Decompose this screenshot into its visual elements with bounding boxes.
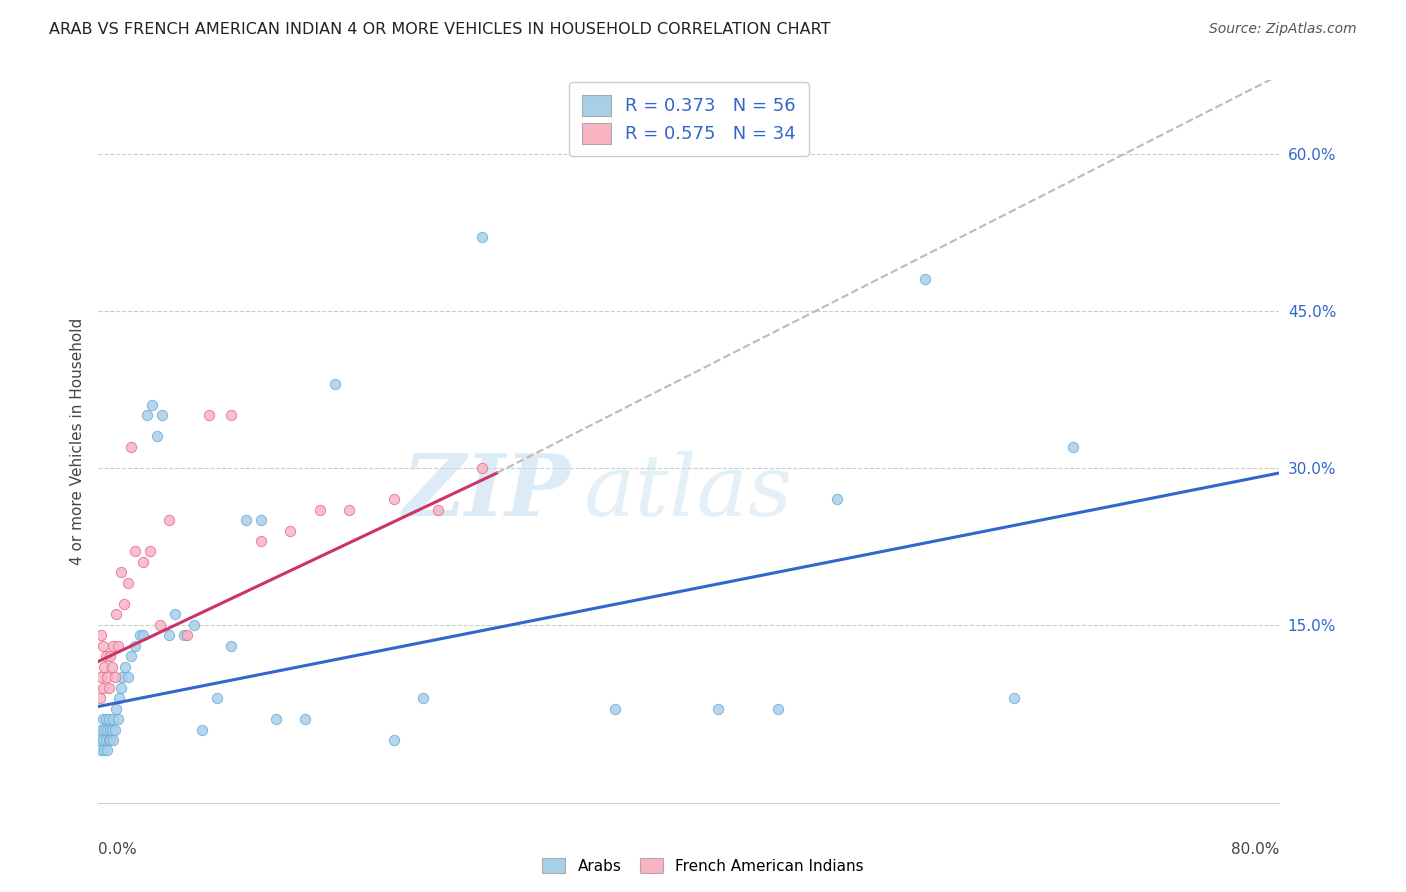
Point [114,659,136,673]
Point [1062,440,1084,454]
Point [173,628,195,642]
Point [146,429,169,443]
Point [766,701,789,715]
Point [149,617,172,632]
Point [132,628,155,642]
Point [139,544,162,558]
Point [382,733,405,747]
Point [93,723,115,737]
Point [250,534,273,549]
Point [1002,691,1025,706]
Point [132,555,155,569]
Point [91,639,114,653]
Point [111,670,134,684]
Point [94,649,117,664]
Point [471,230,494,244]
Point [105,701,128,715]
Point [97,733,120,747]
Point [96,743,118,757]
Point [105,607,128,622]
Point [120,649,142,664]
Point [382,492,405,507]
Point [108,691,131,706]
Point [91,733,114,747]
Point [183,617,205,632]
Point [427,502,450,516]
Point [110,566,132,580]
Point [103,712,125,726]
Point [150,409,173,423]
Point [157,628,180,642]
Point [221,639,243,653]
Point [264,712,287,726]
Point [124,639,146,653]
Point [100,723,122,737]
Point [471,460,494,475]
Text: ARAB VS FRENCH AMERICAN INDIAN 4 OR MORE VEHICLES IN HOUSEHOLD CORRELATION CHART: ARAB VS FRENCH AMERICAN INDIAN 4 OR MORE… [49,22,831,37]
Point [90,743,112,757]
Point [412,691,434,706]
Point [103,639,125,653]
Point [90,723,112,737]
Point [323,376,346,391]
Point [107,639,129,653]
Point [235,513,257,527]
Point [198,409,221,423]
Point [294,712,316,726]
Point [107,712,129,726]
Point [98,723,121,737]
Text: 0.0%: 0.0% [98,842,138,856]
Point [221,409,243,423]
Point [141,398,163,412]
Point [707,701,730,715]
Point [250,513,273,527]
Point [90,670,112,684]
Point [94,712,117,726]
Point [120,440,142,454]
Point [104,670,127,684]
Point [103,733,125,747]
Point [93,743,115,757]
Point [90,628,112,642]
Point [97,712,120,726]
Legend: R = 0.373   N = 56, R = 0.575   N = 34: R = 0.373 N = 56, R = 0.575 N = 34 [569,82,808,156]
Point [89,733,111,747]
Point [91,712,114,726]
Y-axis label: 4 or more Vehicles in Household: 4 or more Vehicles in Household [69,318,84,566]
Point [98,649,121,664]
Point [117,575,139,590]
Point [117,670,139,684]
Point [176,628,198,642]
Point [96,723,118,737]
Point [112,597,135,611]
Point [110,681,132,695]
Point [605,701,627,715]
Point [96,670,118,684]
Point [89,691,111,706]
Point [94,733,117,747]
Point [157,513,180,527]
Legend: Arabs, French American Indians: Arabs, French American Indians [536,852,870,880]
Point [98,733,121,747]
Point [97,681,120,695]
Text: atlas: atlas [582,450,792,533]
Point [136,409,159,423]
Text: Source: ZipAtlas.com: Source: ZipAtlas.com [1209,22,1357,37]
Point [93,659,115,673]
Point [128,628,150,642]
Point [914,272,936,286]
Point [104,723,127,737]
Text: 80.0%: 80.0% [1232,842,1279,856]
Point [165,607,187,622]
Point [280,524,302,538]
Point [309,502,332,516]
Point [124,544,146,558]
Text: ZIP: ZIP [404,450,571,534]
Point [191,723,214,737]
Point [825,492,848,507]
Point [205,691,228,706]
Point [91,681,114,695]
Point [339,502,361,516]
Point [100,659,122,673]
